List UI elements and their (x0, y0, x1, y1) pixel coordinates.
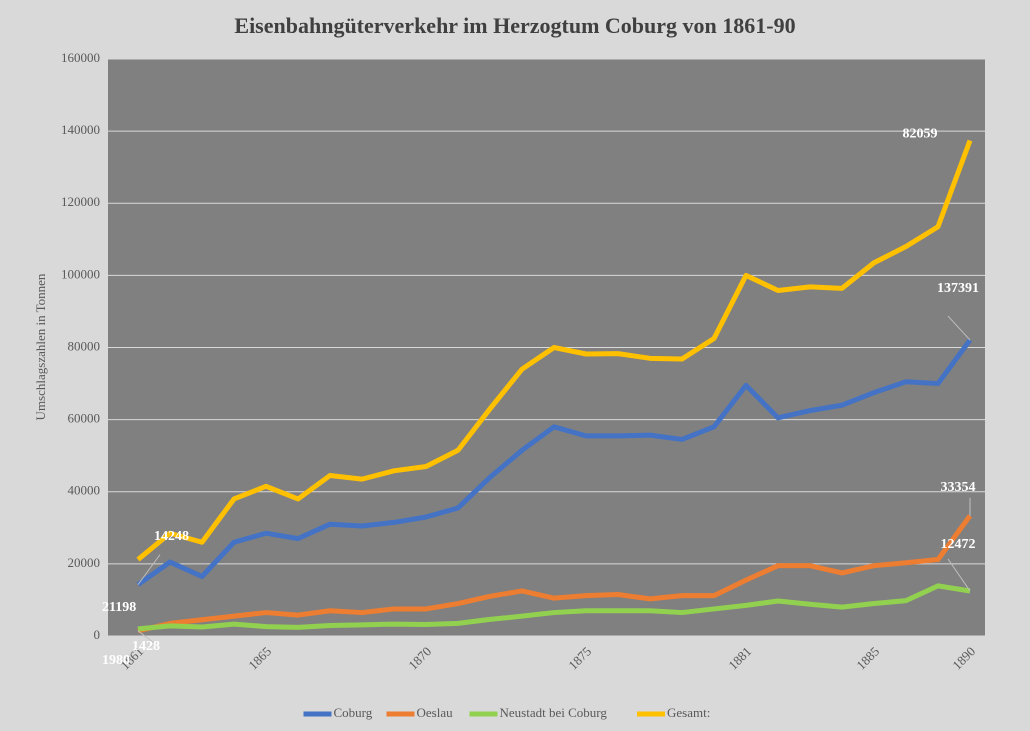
y-tick-label: 80000 (68, 338, 101, 353)
legend-label: Gesamt: (667, 705, 710, 720)
x-tick-label: 1881 (725, 644, 754, 673)
y-tick-label: 40000 (68, 483, 101, 498)
y-tick-label: 160000 (61, 50, 100, 65)
y-tick-label: 60000 (68, 411, 101, 426)
data-label: 82059 (903, 126, 938, 141)
series-line (136, 139, 973, 562)
data-label: 21198 (102, 600, 136, 615)
data-label: 12472 (941, 537, 976, 552)
leader-line (137, 554, 161, 585)
y-tick-label: 140000 (61, 122, 100, 137)
y-axis-label: Umschlagszahlen in Tonnen (33, 273, 48, 420)
y-tick-label: 120000 (61, 194, 100, 209)
data-label: 1428 (132, 639, 160, 654)
data-label: 33354 (941, 480, 976, 495)
data-label: 1980 (102, 653, 130, 668)
y-tick-label: 0 (94, 627, 101, 642)
x-tick-label: 1870 (405, 644, 434, 673)
legend-label: Coburg (334, 705, 373, 720)
leader-line (947, 315, 971, 341)
data-label: 137391 (937, 281, 979, 296)
x-tick-label: 1875 (565, 644, 594, 673)
series-line (137, 583, 971, 632)
legend-label: Oeslau (417, 705, 454, 720)
data-label: 14248 (154, 529, 189, 544)
leader-line (947, 558, 971, 592)
y-tick-label: 20000 (68, 555, 101, 570)
leader-line (137, 630, 155, 644)
y-tick-label: 100000 (61, 266, 100, 281)
series-line (137, 514, 973, 634)
series-line (136, 338, 973, 587)
x-tick-label: 1865 (245, 644, 274, 673)
chart-title: Eisenbahngüterverkehr im Herzogtum Cobur… (234, 13, 795, 38)
x-tick-label: 1890 (949, 644, 978, 673)
legend-label: Neustadt bei Coburg (500, 705, 608, 720)
x-tick-label: 1885 (853, 644, 882, 673)
